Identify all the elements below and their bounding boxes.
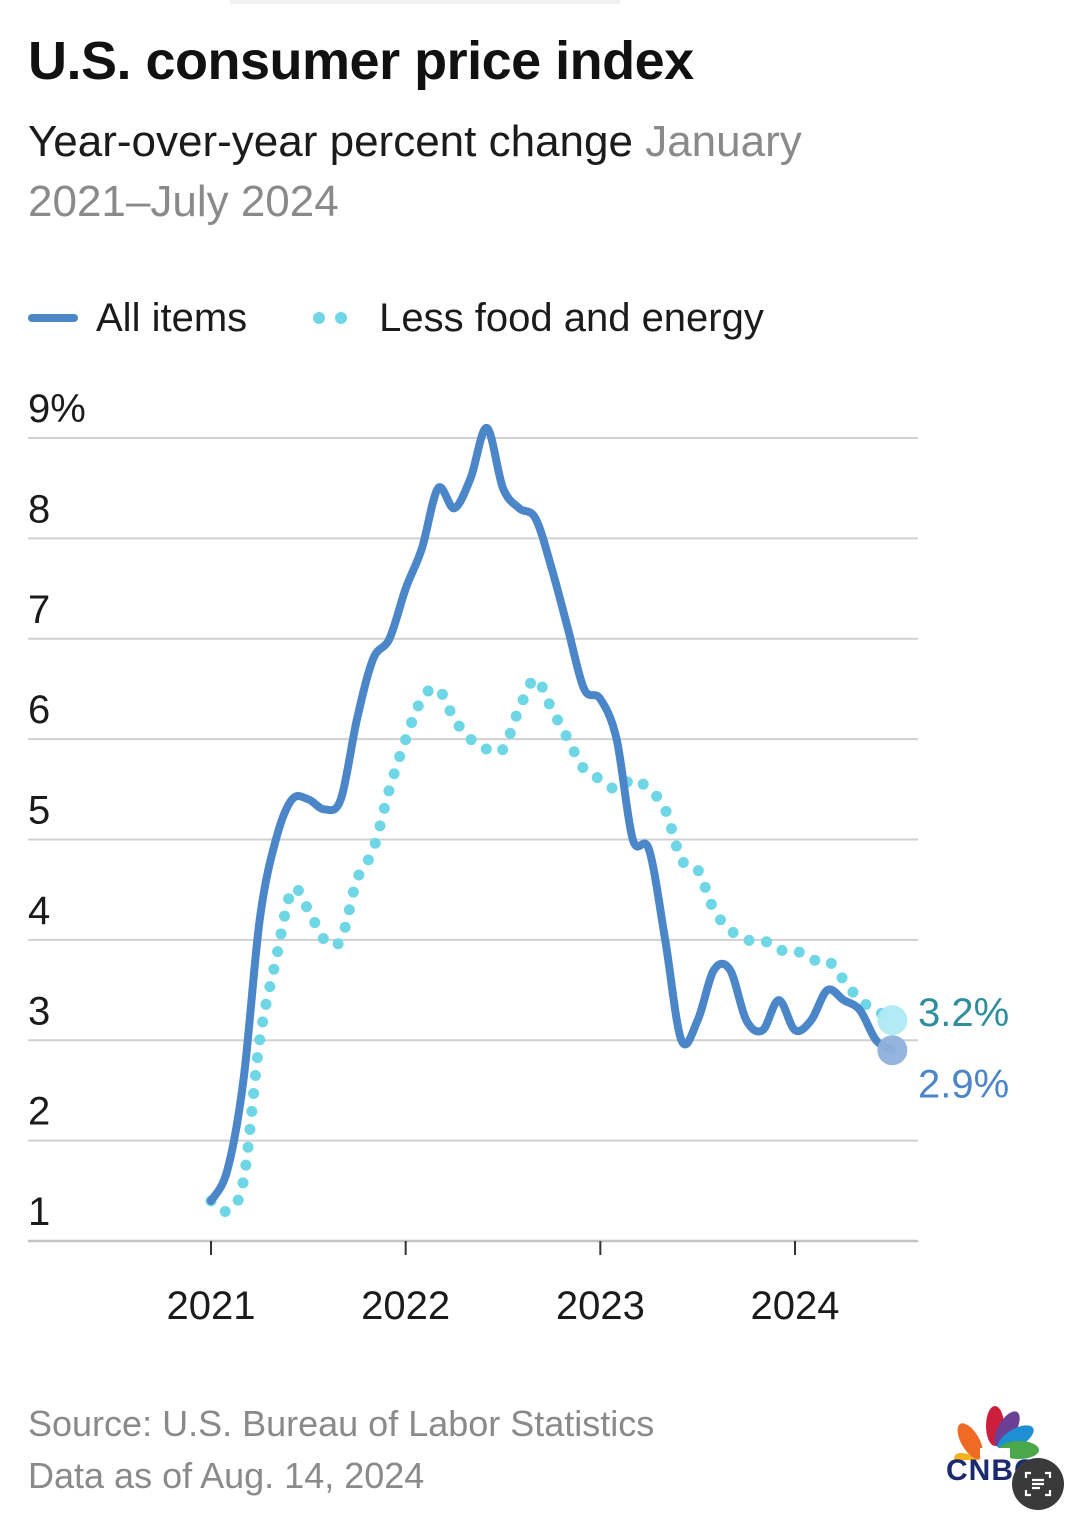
- x-tick-label: 2022: [361, 1284, 450, 1328]
- legend-item-core: Less food and energy: [311, 296, 764, 341]
- end-point-core: [877, 1005, 908, 1036]
- legend-label-core: Less food and energy: [379, 295, 764, 340]
- y-tick-label: 7: [28, 588, 50, 632]
- legend-item-all-items: All items: [28, 296, 247, 341]
- text-recognition-button[interactable]: [1012, 1458, 1064, 1510]
- x-tick-label: 2023: [556, 1284, 645, 1328]
- series-line-all-items: [207, 423, 897, 1205]
- line-chart: 1 2 3 4 5 6 7 8 9% 2021 2022 2023 2024 2.9% 3.2%: [28, 387, 1009, 1328]
- y-tick-label: 6: [28, 688, 50, 732]
- y-tick-label: 3: [28, 989, 50, 1033]
- y-tick-label: 2: [28, 1090, 50, 1134]
- y-tick-label: 9%: [28, 387, 86, 431]
- data-date-text: Data as of Aug. 14, 2024: [28, 1455, 425, 1496]
- y-axis-tick-labels: 1 2 3 4 5 6 7 8 9%: [28, 387, 86, 1234]
- source-text: Source: U.S. Bureau of Labor Statistics: [28, 1403, 655, 1444]
- end-label-core: 3.2%: [918, 991, 1009, 1035]
- chart-legend: All items Less food and energy: [28, 290, 828, 346]
- end-label-all-items: 2.9%: [918, 1062, 1009, 1106]
- legend-label-all-items: All items: [96, 295, 248, 340]
- x-tick-label: 2024: [751, 1284, 840, 1328]
- chart-source: Source: U.S. Bureau of Labor Statistics …: [28, 1398, 654, 1502]
- subtitle-main: Year-over-year percent change: [28, 117, 633, 166]
- chart-title: U.S. consumer price index: [28, 31, 694, 91]
- peacock-icon: [954, 1406, 1039, 1479]
- top-divider: [230, 0, 620, 4]
- y-tick-label: 1: [28, 1190, 50, 1234]
- subtitle-range: January 2021–July 2024: [28, 117, 802, 226]
- chart-subtitle: Year-over-year percent change January 20…: [28, 112, 928, 232]
- x-axis: 2021 2022 2023 2024: [167, 1241, 840, 1328]
- end-markers: 2.9% 3.2%: [877, 991, 1009, 1106]
- legend-swatch-dotted-line: [311, 312, 359, 324]
- scan-text-icon: [1024, 1471, 1052, 1497]
- y-tick-label: 5: [28, 789, 50, 833]
- series-lines: [205, 423, 898, 1217]
- series-line-core: [205, 673, 898, 1217]
- y-tick-label: 4: [28, 889, 50, 933]
- legend-swatch-solid-line: [28, 314, 78, 322]
- x-tick-label: 2021: [167, 1284, 256, 1328]
- grid-lines: [28, 437, 918, 1243]
- end-point-all-items: [877, 1035, 908, 1066]
- y-tick-label: 8: [28, 487, 50, 531]
